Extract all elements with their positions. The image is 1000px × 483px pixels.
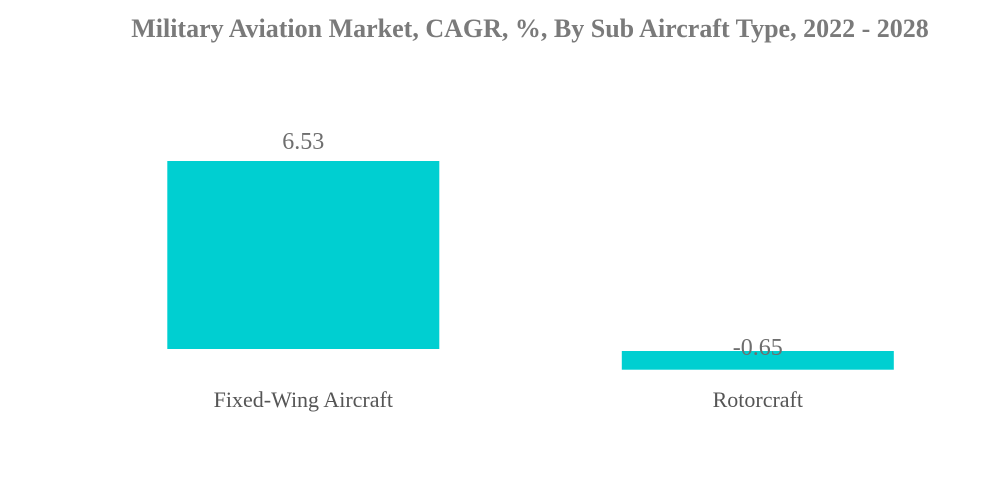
value-labels-layer: 6.53 -0.65	[282, 129, 783, 361]
category-labels-layer: Fixed-Wing Aircraft Rotorcraft	[214, 387, 803, 412]
bar-value-label: 6.53	[282, 129, 324, 155]
bar-fixed-wing-aircraft	[167, 161, 440, 349]
category-label: Rotorcraft	[713, 387, 803, 412]
bar-rotorcraft	[621, 351, 894, 370]
bars-layer	[167, 161, 894, 370]
chart-title: Military Aviation Market, CAGR, %, By Su…	[131, 14, 929, 43]
bar-value-label: -0.65	[733, 335, 783, 361]
category-label: Fixed-Wing Aircraft	[214, 387, 393, 412]
